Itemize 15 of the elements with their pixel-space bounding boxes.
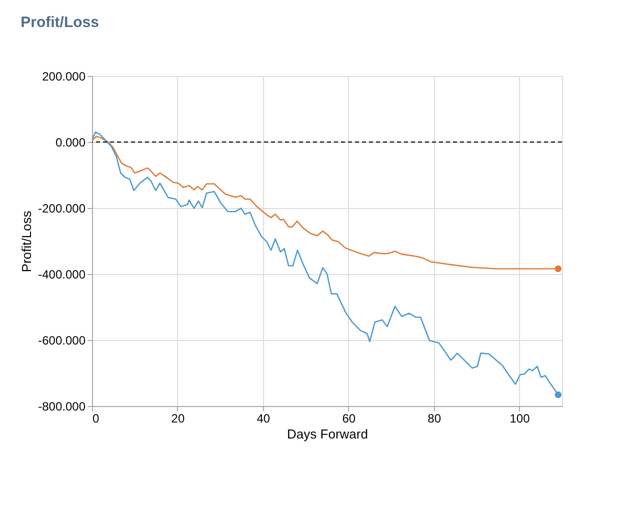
y-tick-label: 0.000 [55,136,86,150]
x-tick-label: 40 [256,412,270,426]
x-axis-title: Days Forward [287,426,368,442]
x-tick-label: 20 [171,412,185,426]
x-tick-label: 60 [342,412,356,426]
y-axis-title: Profit/Loss [19,210,34,272]
y-tick-label: 200.000 [42,70,86,84]
chart-title: Profit/Loss [20,14,99,31]
y-tick-label: -600.000 [38,334,86,348]
x-tick-label: 80 [428,412,442,426]
y-tick-label: -400.000 [38,268,86,282]
y-tick-label: -200.000 [38,202,86,216]
x-tick-label: 0 [92,412,100,426]
x-tick-label: 100 [510,412,530,426]
y-tick-label: -800.000 [38,400,86,414]
